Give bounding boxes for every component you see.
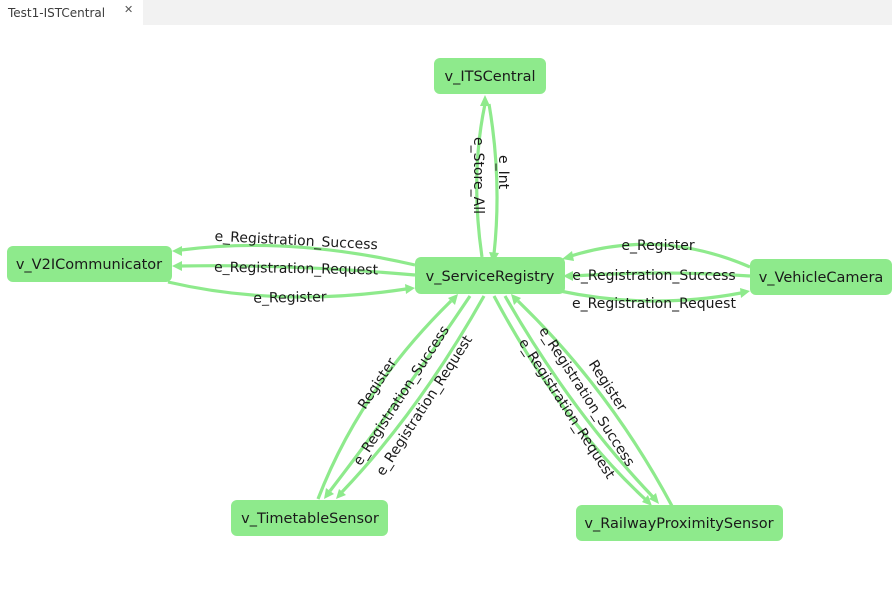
edge-label-camera-request: e_Registration_Request <box>572 296 736 312</box>
node-label-v2i-communicator: v_V2ICommunicator <box>16 257 162 273</box>
edge-label-camera-success: e_Registration_Success <box>572 268 735 284</box>
edge-label-store-all: e_Store_All <box>470 137 486 214</box>
tab-test1-istcentral[interactable]: Test1-ISTCentral ✕ <box>0 0 143 25</box>
edge-label-v2i-register: e_Register <box>253 289 327 306</box>
node-label-its-central: v_ITSCentral <box>445 69 536 85</box>
node-v2i-communicator[interactable]: v_V2ICommunicator <box>7 246 172 282</box>
edge-railway-registration-request[interactable] <box>492 295 652 506</box>
tab-bar: Test1-ISTCentral ✕ <box>0 0 892 25</box>
edge-railway-register[interactable] <box>511 294 674 507</box>
node-service-registry[interactable]: v_ServiceRegistry <box>415 257 565 294</box>
edge-store-all[interactable] <box>475 95 490 258</box>
edge-label-v2i-request: e_Registration_Request <box>214 260 379 279</box>
edge-label-v2i-success: e_Registration_Success <box>214 229 378 254</box>
node-its-central[interactable]: v_ITSCentral <box>434 58 546 94</box>
node-label-vehicle-camera: v_VehicleCamera <box>759 270 884 286</box>
edge-camera-registration-request[interactable] <box>559 288 750 303</box>
tab-title: Test1-ISTCentral <box>8 5 106 20</box>
edge-timetable-registration-request[interactable] <box>336 295 486 499</box>
node-label-service-registry: v_ServiceRegistry <box>426 269 555 285</box>
edge-timetable-register[interactable] <box>316 294 458 500</box>
close-icon[interactable]: ✕ <box>124 3 134 16</box>
graph-canvas: e_Store_All e_Int e_Registration_Success… <box>7 58 892 541</box>
node-label-railway-proximity-sensor: v_RailwayProximitySensor <box>584 516 773 532</box>
edge-camera-registration-success[interactable] <box>563 271 751 281</box>
edge-label-int: e_Int <box>495 155 511 190</box>
node-vehicle-camera[interactable]: v_VehicleCamera <box>750 259 892 295</box>
edge-v2i-registration-success[interactable] <box>172 243 416 267</box>
edge-label-camera-register: e_Register <box>621 238 694 254</box>
node-railway-proximity-sensor[interactable]: v_RailwayProximitySensor <box>576 505 783 541</box>
edge-railway-registration-success[interactable] <box>503 295 659 504</box>
edge-v2i-registration-request[interactable] <box>172 261 416 277</box>
edge-camera-register[interactable] <box>562 242 751 269</box>
node-timetable-sensor[interactable]: v_TimetableSensor <box>231 500 388 536</box>
edge-timetable-registration-success[interactable] <box>324 295 472 499</box>
edge-v2i-register[interactable] <box>167 280 415 299</box>
node-label-timetable-sensor: v_TimetableSensor <box>241 511 379 527</box>
